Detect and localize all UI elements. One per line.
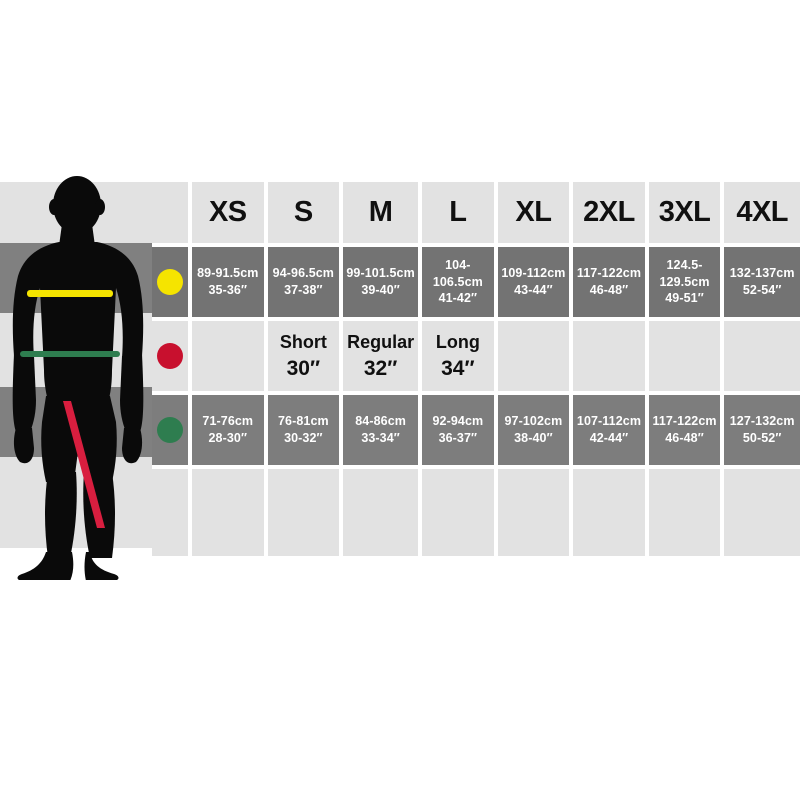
- chest-m: 99-101.5cm 39-40″: [343, 247, 423, 317]
- header-size-4xl: 4XL: [724, 182, 800, 243]
- footer-xs: [192, 469, 268, 556]
- waist-xs-inch: 28-30″: [208, 431, 248, 445]
- chest-3xl-inch: 49-51″: [665, 291, 704, 306]
- inseam-3xl: [648, 321, 725, 391]
- chest-xs-inch: 35-36″: [208, 283, 248, 297]
- chest-2xl-cm: 117-122cm: [576, 266, 642, 281]
- inseam-s-label: Short: [279, 332, 327, 353]
- green-dot-icon: [157, 417, 183, 443]
- footer-4xl: [724, 469, 800, 556]
- waist-2xl-cm: 107-112cm: [576, 414, 642, 429]
- inseam-m-label: Regular: [347, 332, 415, 353]
- inseam-4xl: [724, 321, 800, 391]
- header-size-s: S: [267, 182, 344, 243]
- inseam-s: Short 30″: [267, 321, 344, 391]
- waist-xs-cm: 71-76cm: [202, 414, 254, 429]
- row-gap: [152, 243, 800, 247]
- waist-2xl-inch: 42-44″: [589, 431, 629, 445]
- waist-2xl: 107-112cm 42-44″: [573, 395, 649, 465]
- chest-s-inch: 37-38″: [284, 283, 323, 297]
- size-chart-table: XS S M L XL 2XL 3XL 4XL 89-91.5cm 35-36″: [152, 182, 800, 556]
- chest-2xl-inch: 46-48″: [589, 283, 629, 297]
- chest-l-cm: 104-106.5cm: [432, 257, 483, 289]
- chest-4xl-cm: 132-137cm: [729, 266, 795, 281]
- chest-s-cm: 94-96.5cm: [272, 266, 335, 281]
- chest-3xl: 124.5-129.5cm 49-51″: [648, 247, 725, 317]
- yellow-dot-icon: [157, 269, 183, 295]
- waist-l-cm: 92-94cm: [432, 414, 484, 429]
- waist-xl-cm: 97-102cm: [504, 414, 563, 429]
- chest-m-inch: 39-40″: [361, 283, 400, 297]
- chest-4xl: 132-137cm 52-54″: [724, 247, 800, 317]
- footer-2xl: [573, 469, 649, 556]
- waist-s: 76-81cm 30-32″: [267, 395, 344, 465]
- waist-s-cm: 76-81cm: [277, 414, 329, 429]
- header-size-xl: XL: [497, 182, 574, 243]
- chest-l: 104-106.5cm 41-42″: [422, 247, 498, 317]
- footer-marker-cell: [152, 469, 192, 556]
- waist-3xl: 117-122cm 46-48″: [648, 395, 725, 465]
- table-row-inseam: Short 30″ Regular 32″ Long 34″: [152, 321, 800, 391]
- waist-3xl-inch: 46-48″: [665, 431, 704, 445]
- inseam-s-value: 30″: [286, 356, 321, 380]
- chest-xs: 89-91.5cm 35-36″: [192, 247, 268, 317]
- red-dot-icon: [157, 343, 183, 369]
- chest-l-inch: 41-42″: [438, 291, 478, 306]
- table-row-footer: [152, 469, 800, 556]
- chest-3xl-cm: 124.5-129.5cm: [659, 257, 710, 289]
- header-size-2xl: 2XL: [573, 182, 649, 243]
- inseam-marker-cell: [152, 321, 192, 391]
- waist-m: 84-86cm 33-34″: [343, 395, 423, 465]
- waist-s-inch: 30-32″: [284, 431, 323, 445]
- inseam-l: Long 34″: [422, 321, 498, 391]
- chest-xl-cm: 109-112cm: [501, 266, 566, 281]
- table-header-row: XS S M L XL 2XL 3XL 4XL: [152, 182, 800, 243]
- table-row-chest: 89-91.5cm 35-36″ 94-96.5cm 37-38″ 99-101…: [152, 247, 800, 317]
- waist-m-inch: 33-34″: [361, 431, 400, 445]
- chest-2xl: 117-122cm 46-48″: [573, 247, 649, 317]
- inseam-2xl: [573, 321, 649, 391]
- waist-3xl-cm: 117-122cm: [652, 414, 717, 429]
- header-marker-column: [152, 182, 192, 243]
- waist-4xl-cm: 127-132cm: [729, 414, 795, 429]
- footer-s: [267, 469, 344, 556]
- waist-m-cm: 84-86cm: [355, 414, 406, 429]
- inseam-l-label: Long: [435, 332, 480, 353]
- header-size-l: L: [422, 182, 498, 243]
- header-size-3xl: 3XL: [648, 182, 725, 243]
- footer-xl: [497, 469, 574, 556]
- chest-xs-cm: 89-91.5cm: [197, 266, 259, 281]
- inseam-m: Regular 32″: [343, 321, 423, 391]
- inseam-m-value: 32″: [363, 356, 398, 380]
- waist-xl-inch: 38-40″: [514, 431, 553, 445]
- waist-l-inch: 36-37″: [438, 431, 478, 445]
- inseam-l-value: 34″: [441, 356, 475, 380]
- chest-s: 94-96.5cm 37-38″: [267, 247, 344, 317]
- header-size-m: M: [343, 182, 423, 243]
- footer-m: [343, 469, 423, 556]
- waist-l: 92-94cm 36-37″: [422, 395, 498, 465]
- footer-l: [422, 469, 498, 556]
- chest-xl-inch: 43-44″: [514, 283, 553, 297]
- table-row-waist: 71-76cm 28-30″ 76-81cm 30-32″ 84-86cm 33…: [152, 395, 800, 465]
- header-size-xs: XS: [192, 182, 268, 243]
- row-gap: [152, 317, 800, 321]
- chest-4xl-inch: 52-54″: [742, 283, 782, 297]
- waist-4xl-inch: 50-52″: [742, 431, 782, 445]
- row-gap: [152, 391, 800, 395]
- waist-marker-cell: [152, 395, 192, 465]
- inseam-xs: [192, 321, 268, 391]
- footer-3xl: [648, 469, 725, 556]
- waist-xs: 71-76cm 28-30″: [192, 395, 268, 465]
- chest-marker-cell: [152, 247, 192, 317]
- inseam-xl: [497, 321, 574, 391]
- row-gap: [152, 465, 800, 469]
- waist-4xl: 127-132cm 50-52″: [724, 395, 800, 465]
- chest-m-cm: 99-101.5cm: [346, 266, 415, 281]
- chest-xl: 109-112cm 43-44″: [497, 247, 574, 317]
- waist-xl: 97-102cm 38-40″: [497, 395, 574, 465]
